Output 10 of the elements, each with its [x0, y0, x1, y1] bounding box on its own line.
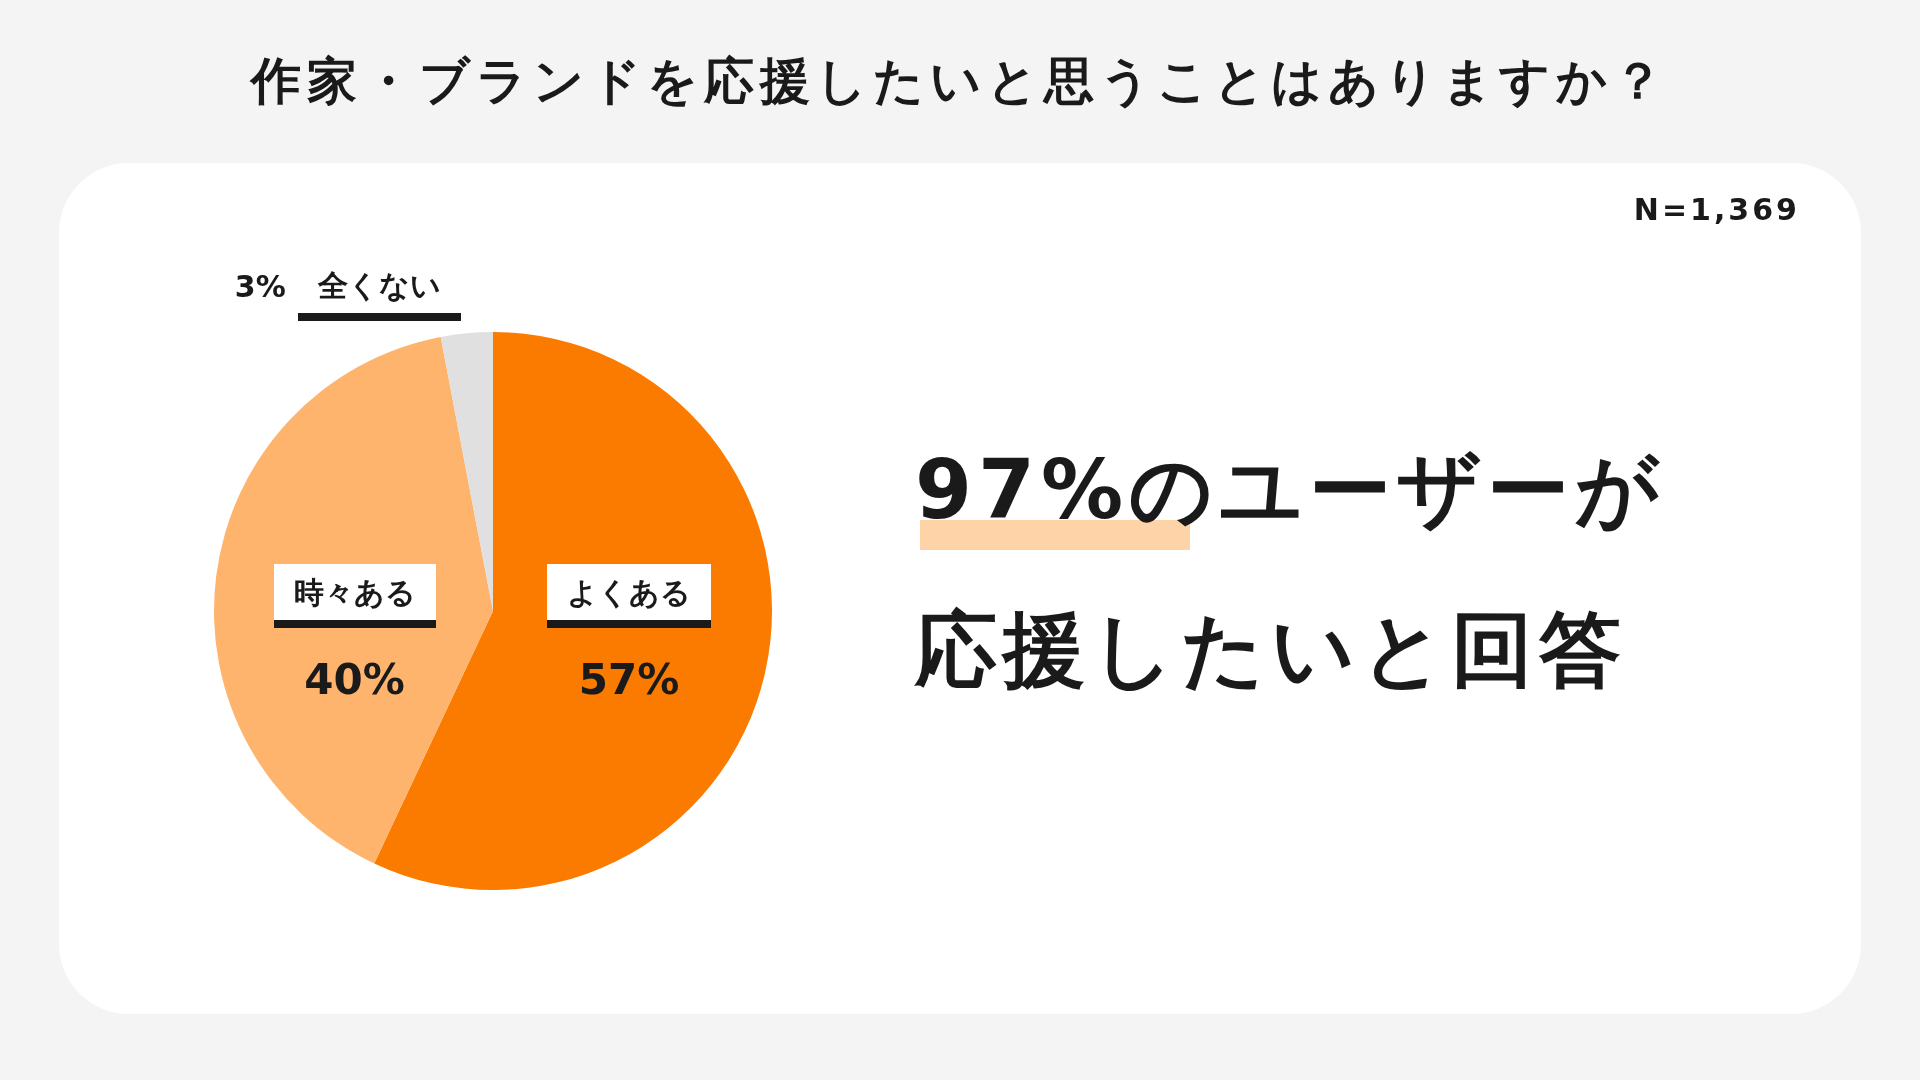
text: N=1,369: [1633, 192, 1800, 227]
data-label: 3%: [234, 269, 286, 305]
data-label: 57%: [578, 654, 680, 704]
slice-label: 時々ある: [273, 564, 436, 628]
text: 応援したいと回答: [915, 601, 1627, 699]
text: 作家・ブランドを応援したいと思うことはありますか？: [248, 51, 1670, 112]
slice-label: 全くない: [297, 257, 461, 322]
slice-label: よくある: [547, 564, 712, 628]
data-label: 40%: [304, 654, 405, 704]
text: 97%のユーザーが: [915, 441, 1666, 539]
